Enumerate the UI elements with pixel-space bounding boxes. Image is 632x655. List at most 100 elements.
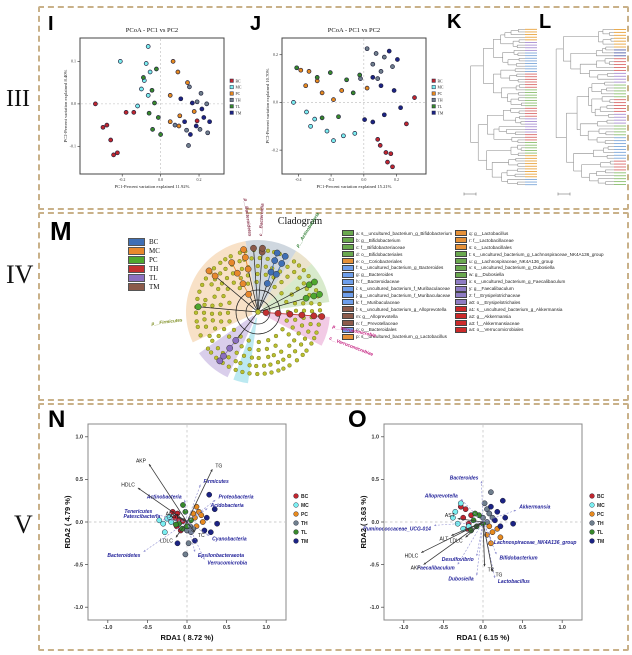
legend-label: n: f__Prevotellaceae	[356, 320, 398, 326]
legend-label: p: s__uncultured_bacterium_g_Lactobacill…	[356, 334, 447, 340]
svg-text:0.0: 0.0	[372, 520, 380, 526]
legend-swatch	[455, 306, 467, 313]
legend-item: a2: g__Akkermansia	[455, 313, 623, 320]
svg-text:TH: TH	[597, 521, 604, 527]
svg-text:c__Verrucomicrobiae: c__Verrucomicrobiae	[329, 335, 375, 357]
cladogram-plot: p__Firmicutes p__Bacteroidetes c__Bacteroi…	[150, 197, 377, 384]
svg-text:RDA1 ( 8.72 %): RDA1 ( 8.72 %)	[161, 633, 214, 642]
svg-text:-1.0: -1.0	[74, 605, 83, 611]
section-label-v: V	[14, 510, 33, 539]
svg-text:AST: AST	[445, 513, 455, 519]
legend-swatch	[455, 320, 467, 327]
svg-text:TM: TM	[236, 111, 242, 115]
legend-label: q: g__Lactobacillus	[469, 230, 509, 236]
legend-label: a0: o__Erysipelotrichales	[469, 299, 521, 305]
legend-swatch	[455, 251, 467, 258]
legend-label: a2: g__Akkermansia	[469, 313, 511, 319]
legend-label: g: g__Bacteroides	[356, 272, 394, 278]
svg-text:BC: BC	[301, 494, 309, 500]
svg-text:Proteobacteria: Proteobacteria	[219, 494, 254, 500]
legend-label: TH	[149, 264, 159, 273]
svg-text:MC: MC	[301, 503, 309, 509]
svg-text:-0.5: -0.5	[370, 562, 379, 568]
svg-text:TC: TC	[198, 533, 205, 539]
svg-text:1.0: 1.0	[558, 625, 566, 631]
legend-label: k: f__Muribaculaceae	[356, 299, 400, 305]
svg-text:-1.0: -1.0	[399, 625, 408, 631]
cladogram-taxa-legend-right: q: g__Lactobacillus r: f__Lactobacillacea…	[455, 230, 623, 333]
legend-label: f: s__uncultured_bacterium_g_Bacteroides	[356, 265, 444, 271]
svg-text:Firmicutes: Firmicutes	[203, 479, 229, 485]
legend-label: a3: f__Akkermansiaceae	[469, 320, 520, 326]
legend-item: r: f__Lactobacillaceae	[455, 237, 623, 244]
legend-label: v: s__uncultured_bacterium_g_Dubosiella	[469, 265, 555, 271]
legend-item: a1: s__uncultured_bacterium_g_Akkermansi…	[455, 306, 623, 313]
legend-item: z: f__Erysipelotrichaceae	[455, 292, 623, 299]
legend-item: p: s__uncultured_bacterium_g_Lactobacill…	[342, 333, 454, 340]
legend-item: g: g__Bacteroides	[342, 271, 454, 278]
pcoa-plot-j: PCoA - PC1 vs PC2 -0.4 -0.2 0.0 0.2 -0.2 0.0 0.…	[265, 27, 444, 189]
svg-text:0.0: 0.0	[158, 177, 163, 182]
svg-text:Lactobacillus: Lactobacillus	[498, 579, 530, 585]
svg-text:PCoA - PC1 vs PC2: PCoA - PC1 vs PC2	[328, 27, 380, 34]
legend-swatch	[455, 313, 467, 320]
legend-swatch	[342, 333, 354, 340]
svg-text:AKP: AKP	[136, 459, 147, 465]
legend-label: s: o__Lactobacillales	[469, 244, 512, 250]
svg-text:Lachnospiraceae_NK4A136_group: Lachnospiraceae_NK4A136_group	[494, 540, 577, 546]
legend-item: y: g__Faecalibaculum	[455, 285, 623, 292]
legend-label: i: s__uncultured_bacterium_f_Muribaculac…	[356, 286, 450, 292]
cladogram-taxa-legend-left: a: s__uncultured_bacterium_g_Bifidobacte…	[342, 230, 454, 340]
legend-swatch	[455, 299, 467, 306]
svg-text:1.0: 1.0	[372, 435, 380, 441]
legend-swatch	[455, 271, 467, 278]
panel-label-o: O	[348, 406, 367, 433]
svg-text:0.5: 0.5	[223, 625, 231, 631]
svg-text:MC: MC	[236, 86, 242, 90]
svg-text:TM: TM	[438, 111, 444, 115]
svg-text:Alloprevotella: Alloprevotella	[424, 493, 458, 499]
svg-text:RDA2 ( 4.79 %): RDA2 ( 4.79 %)	[63, 495, 72, 548]
legend-label: d: o__Bifidobacteriales	[356, 251, 403, 257]
legend-item: o: o__Bacteroidales	[342, 326, 454, 333]
legend-item: BC	[128, 237, 160, 246]
legend-swatch	[342, 292, 354, 299]
legend-swatch	[128, 264, 145, 273]
svg-text:Tenericutes: Tenericutes	[124, 509, 152, 515]
svg-text:0.2: 0.2	[394, 177, 399, 182]
legend-swatch	[128, 282, 145, 291]
svg-text:0.0: 0.0	[273, 100, 278, 105]
legend-item: d: o__Bifidobacteriales	[342, 251, 454, 258]
svg-text:ALT: ALT	[440, 537, 449, 543]
svg-text:BC: BC	[438, 79, 444, 83]
legend-item: TH	[128, 264, 160, 273]
legend-swatch	[455, 278, 467, 285]
panel-label-j: J	[250, 13, 262, 35]
svg-text:0.0: 0.0	[76, 520, 84, 526]
legend-label: e: o__Coriobacteriales	[356, 258, 402, 264]
legend-label: l: s__uncultured_bacterium_g_Alloprevote…	[356, 306, 447, 312]
legend-label: r: f__Lactobacillaceae	[469, 237, 514, 243]
svg-text:-0.1: -0.1	[70, 144, 76, 149]
legend-item: f: s__uncultured_bacterium_g_Bacteroides	[342, 264, 454, 271]
svg-text:BC: BC	[236, 79, 242, 83]
svg-text:HDLC: HDLC	[121, 482, 135, 488]
legend-label: a4: o__Verrucomicrobiales	[469, 327, 524, 333]
legend-swatch	[455, 292, 467, 299]
svg-text:0.1: 0.1	[71, 59, 76, 64]
svg-text:Acidobacteria: Acidobacteria	[210, 503, 244, 509]
svg-text:BC: BC	[597, 494, 605, 500]
svg-text:Bifidobacterium: Bifidobacterium	[499, 555, 538, 561]
legend-swatch	[342, 285, 354, 292]
legend-item: h: f__Bacteroidaceae	[342, 278, 454, 285]
panel-label-i: I	[48, 13, 54, 35]
legend-swatch	[455, 264, 467, 271]
svg-text:Dubosiella: Dubosiella	[448, 577, 474, 583]
svg-text:-0.2: -0.2	[328, 177, 334, 182]
legend-swatch	[342, 299, 354, 306]
legend-swatch	[342, 237, 354, 244]
svg-text:TH: TH	[438, 99, 443, 103]
panel-label-k: K	[447, 11, 462, 33]
svg-text:Verrucomicrobia: Verrucomicrobia	[207, 560, 247, 566]
